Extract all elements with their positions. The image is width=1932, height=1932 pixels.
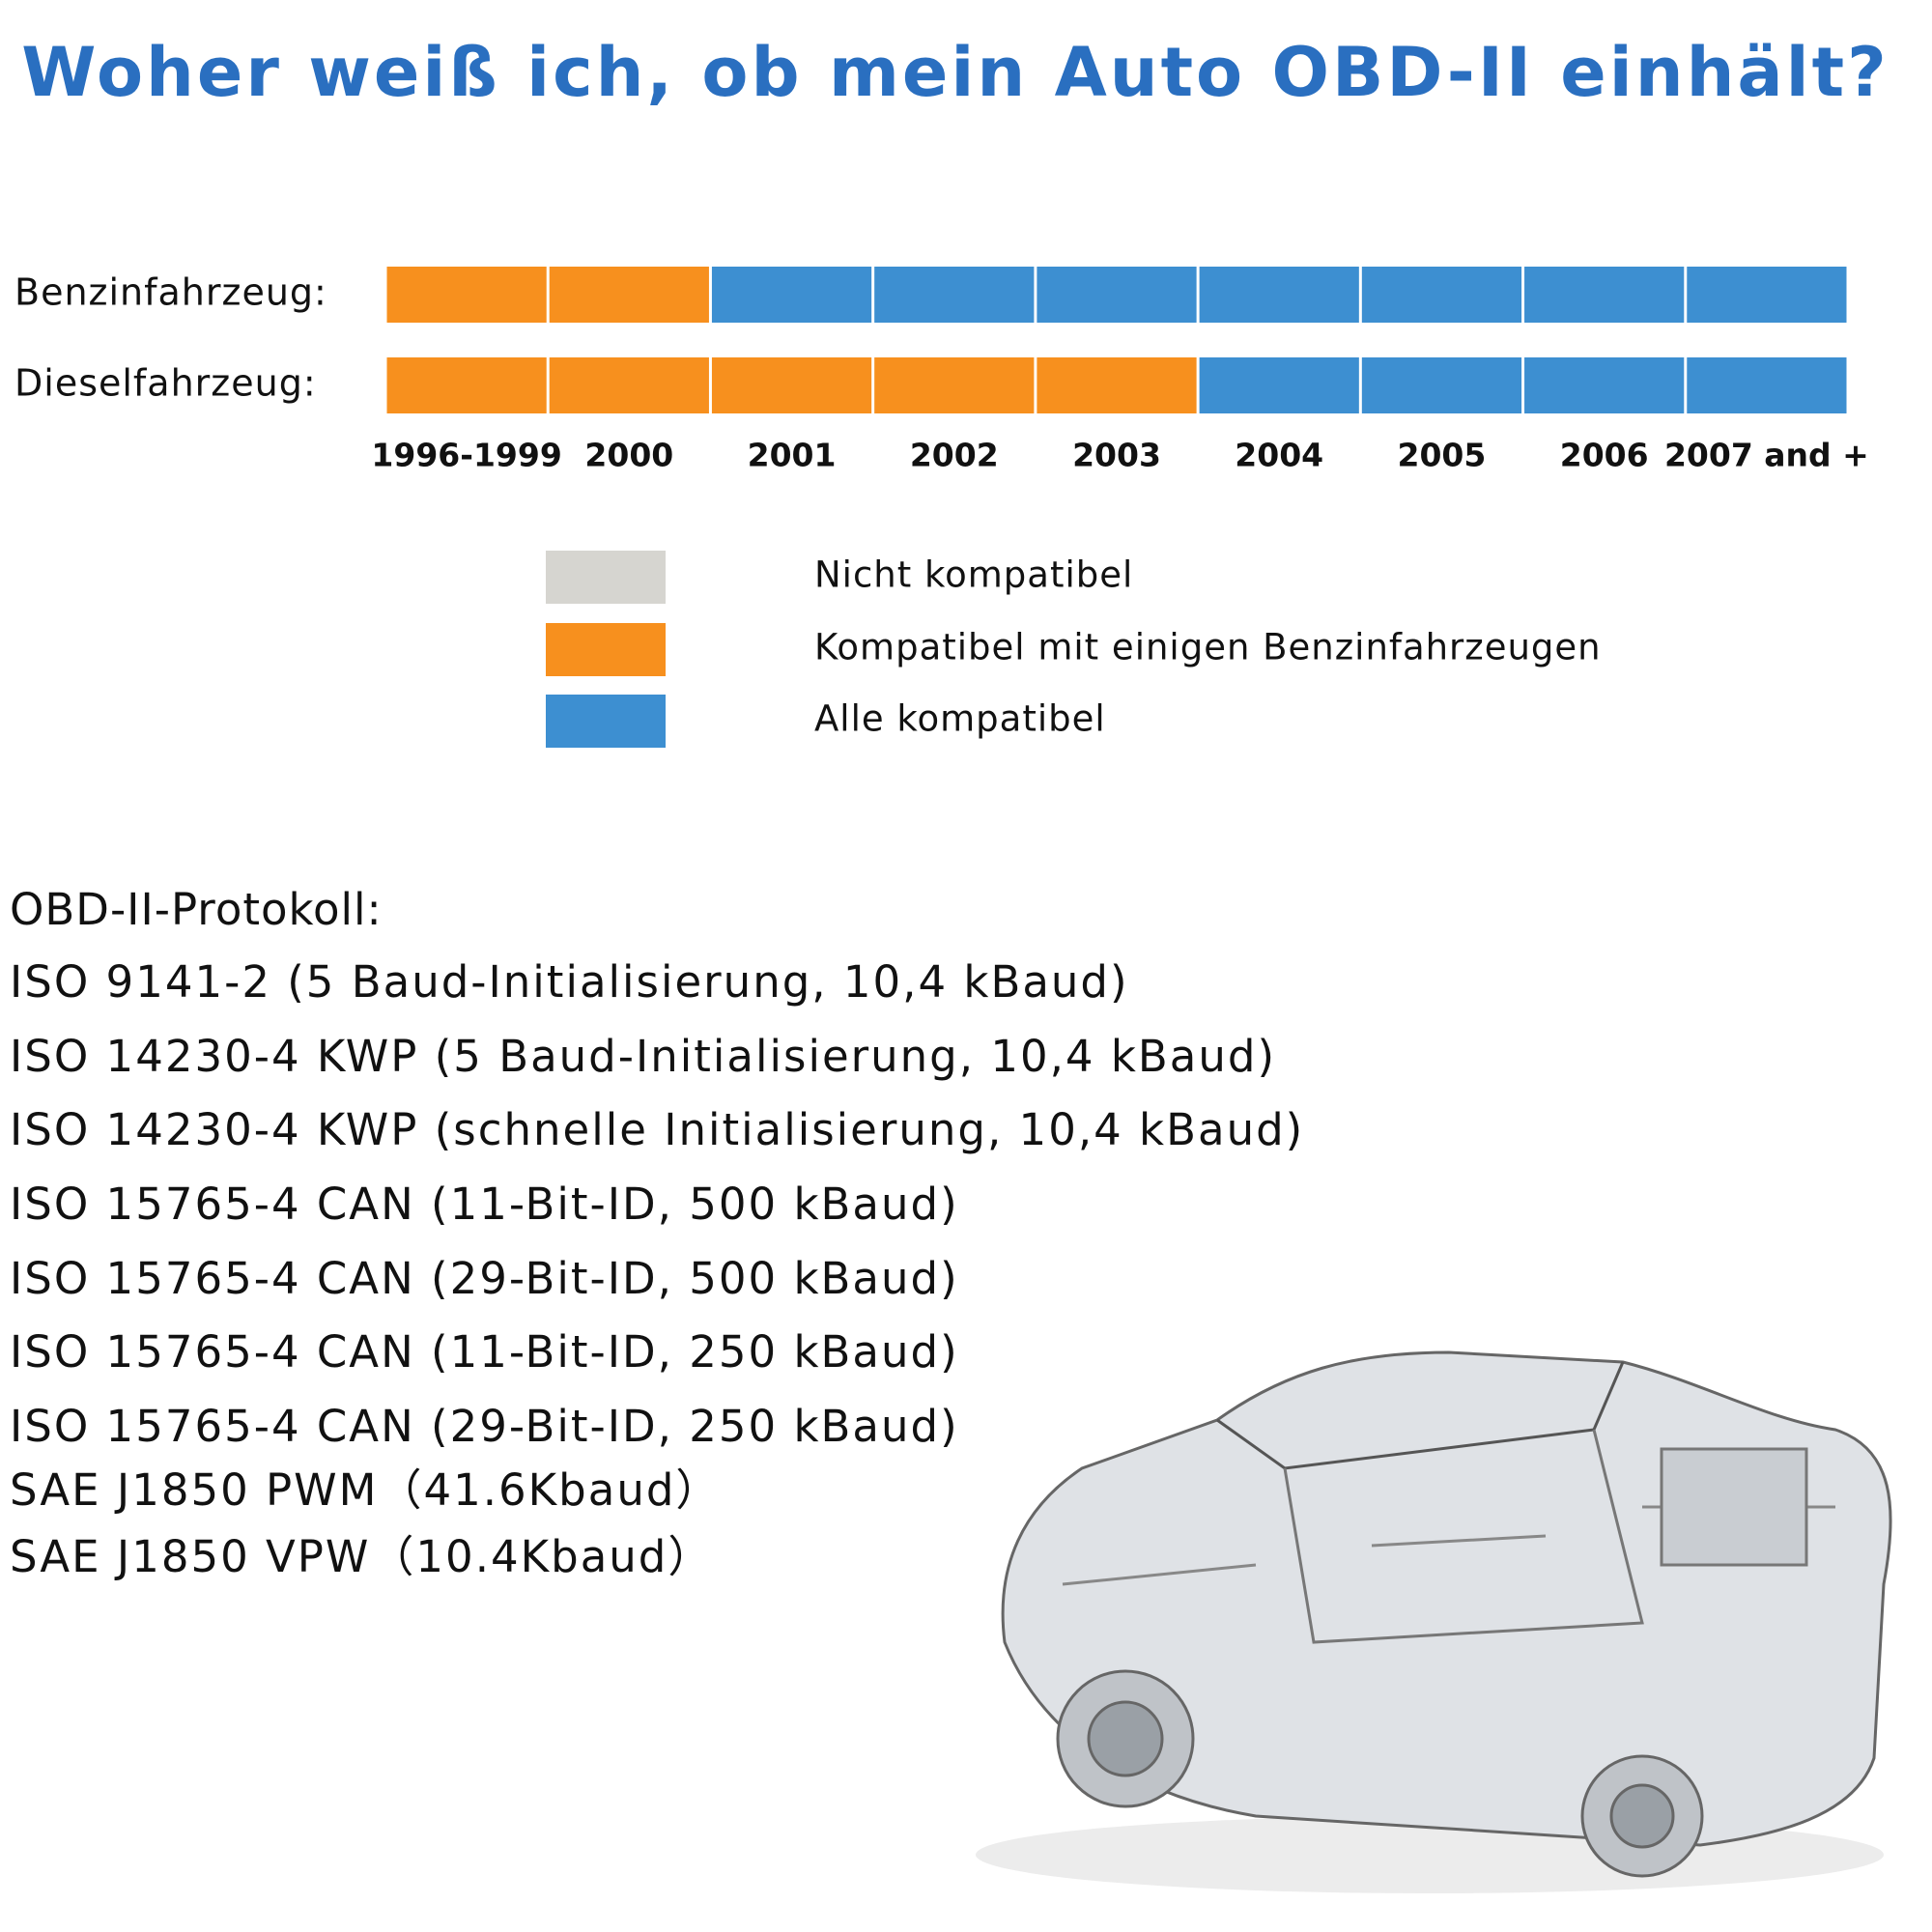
car-illustration bbox=[976, 1350, 1892, 1893]
protocol-item: ISO 14230-4 KWP (5 Baud-Initialisierung,… bbox=[10, 1031, 1276, 1082]
year-label: 2000 bbox=[584, 437, 673, 474]
legend-label: Kompatibel mit einigen Benzinfahrzeugen bbox=[814, 627, 1602, 668]
protocol-heading: OBD-II-Protokoll: bbox=[10, 884, 383, 935]
year-cell bbox=[1524, 267, 1685, 323]
year-cell bbox=[1037, 267, 1197, 323]
year-cell bbox=[1199, 267, 1359, 323]
legend-swatch bbox=[546, 623, 666, 676]
year-cell bbox=[1687, 267, 1847, 323]
protocol-item: SAE J1850 VPW（10.4Kbaud） bbox=[10, 1531, 713, 1582]
year-label: 2004 bbox=[1235, 437, 1323, 474]
protocol-item: ISO 15765-4 CAN (11-Bit-ID, 250 kBaud) bbox=[10, 1326, 959, 1378]
year-cell bbox=[711, 357, 872, 413]
year-cell bbox=[711, 267, 872, 323]
year-cell bbox=[1361, 267, 1522, 323]
year-cell bbox=[549, 357, 709, 413]
row-label: Benzinfahrzeug: bbox=[14, 271, 327, 314]
legend-label: Nicht kompatibel bbox=[814, 554, 1133, 596]
legend-swatch bbox=[546, 551, 666, 604]
year-cell bbox=[1199, 357, 1359, 413]
legend-swatch bbox=[546, 695, 666, 748]
protocol-item: ISO 9141-2 (5 Baud-Initialisierung, 10,4… bbox=[10, 956, 1129, 1008]
year-cell bbox=[1524, 357, 1685, 413]
legend-label: Alle kompatibel bbox=[814, 698, 1106, 740]
year-label: 2002 bbox=[910, 437, 999, 474]
year-label: 2007 and + bbox=[1664, 437, 1869, 474]
year-cell bbox=[874, 357, 1035, 413]
protocol-item: SAE J1850 PWM（41.6Kbaud） bbox=[10, 1464, 721, 1516]
protocol-item: ISO 15765-4 CAN (29-Bit-ID, 500 kBaud) bbox=[10, 1253, 959, 1304]
year-cell bbox=[1361, 357, 1522, 413]
year-cell bbox=[1037, 357, 1197, 413]
year-label: 1996-1999 bbox=[371, 437, 561, 474]
year-cell bbox=[549, 267, 709, 323]
year-cell bbox=[1687, 357, 1847, 413]
year-cell bbox=[386, 357, 547, 413]
year-label: 2005 bbox=[1398, 437, 1487, 474]
year-cell bbox=[386, 267, 547, 323]
year-label: 2001 bbox=[748, 437, 837, 474]
year-label: 2003 bbox=[1072, 437, 1161, 474]
title: Woher weiß ich, ob mein Auto OBD-II einh… bbox=[21, 33, 1889, 112]
year-label: 2006 bbox=[1560, 437, 1649, 474]
protocol-item: ISO 15765-4 CAN (29-Bit-ID, 250 kBaud) bbox=[10, 1401, 959, 1452]
protocol-item: ISO 15765-4 CAN (11-Bit-ID, 500 kBaud) bbox=[10, 1179, 959, 1230]
protocol-item: ISO 14230-4 KWP (schnelle Initialisierun… bbox=[10, 1104, 1304, 1155]
year-cell bbox=[874, 267, 1035, 323]
row-label: Dieselfahrzeug: bbox=[14, 362, 317, 405]
